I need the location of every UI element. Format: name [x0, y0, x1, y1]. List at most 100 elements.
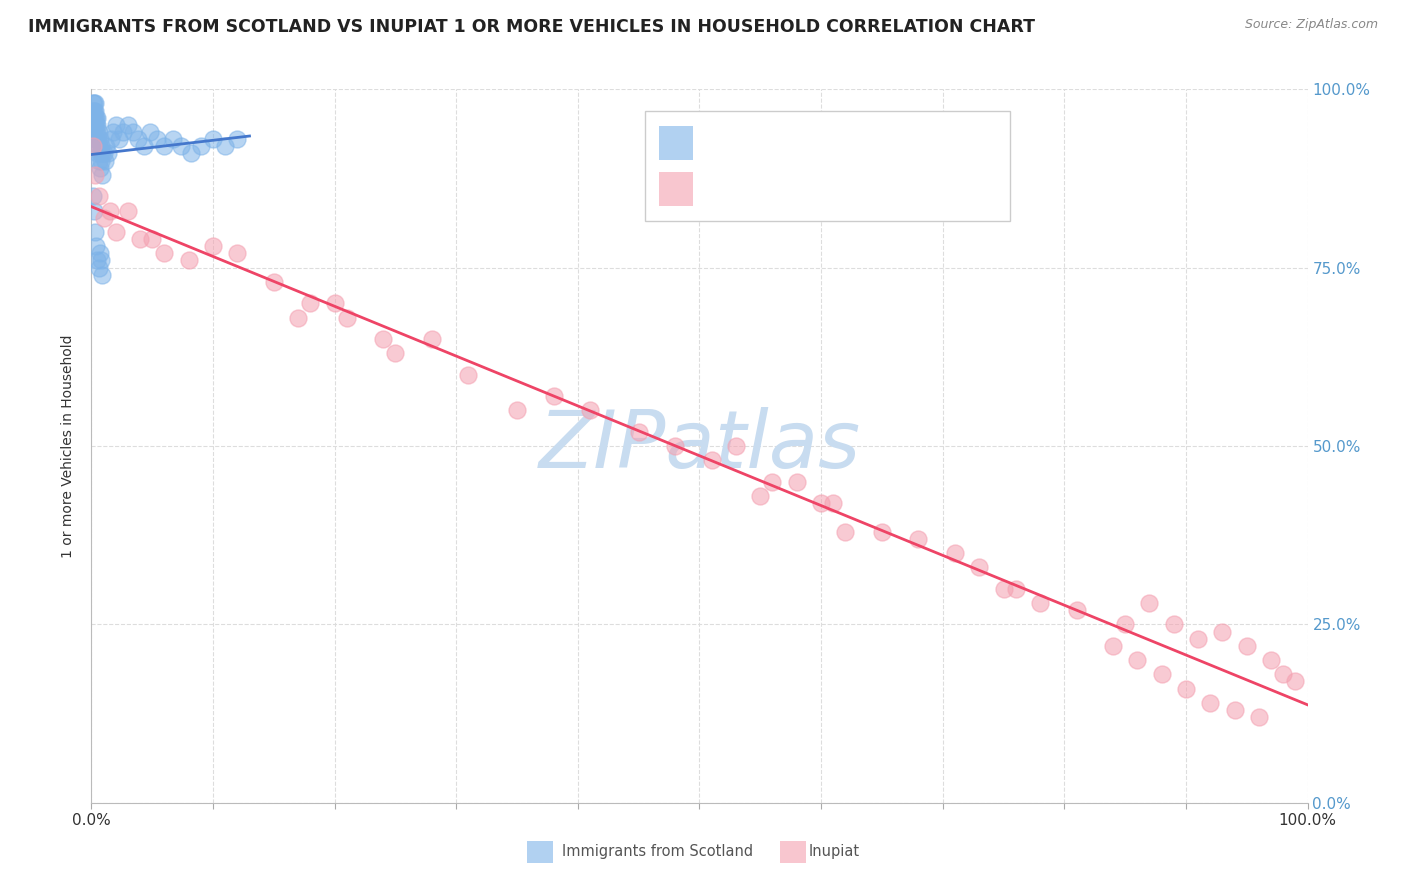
Point: [1284, 674, 1306, 689]
Text: Inupiat: Inupiat: [808, 845, 859, 859]
Point: [91, 168, 114, 182]
Point: [1211, 624, 1233, 639]
Point: [162, 132, 184, 146]
Point: [141, 232, 163, 246]
Point: [153, 246, 176, 260]
Point: [84, 111, 107, 125]
Point: [98, 203, 121, 218]
Point: [1163, 617, 1185, 632]
Point: [1114, 617, 1136, 632]
Point: [100, 132, 122, 146]
Point: [82, 103, 104, 118]
Point: [86, 132, 108, 146]
Point: [84, 225, 107, 239]
Point: [87, 125, 110, 139]
Bar: [659, 172, 693, 206]
Point: [90, 253, 112, 268]
Point: [84, 132, 107, 146]
Point: [104, 118, 127, 132]
Point: [91, 268, 114, 282]
Point: [967, 560, 990, 574]
Point: [420, 332, 443, 346]
Point: [89, 161, 111, 175]
Point: [700, 453, 723, 467]
Point: [299, 296, 322, 310]
Point: [1066, 603, 1088, 617]
Point: [202, 239, 225, 253]
Point: [664, 439, 686, 453]
Point: [943, 546, 966, 560]
Point: [82, 139, 104, 153]
Point: [87, 139, 110, 153]
Point: [373, 332, 395, 346]
Point: [202, 132, 225, 146]
Point: [323, 296, 346, 310]
Y-axis label: 1 or more Vehicles in Household: 1 or more Vehicles in Household: [62, 334, 76, 558]
Point: [1260, 653, 1282, 667]
Point: [90, 139, 112, 153]
Point: [129, 232, 152, 246]
Point: [627, 425, 650, 439]
Point: [89, 246, 111, 260]
Point: [132, 139, 155, 153]
Text: IMMIGRANTS FROM SCOTLAND VS INUPIAT 1 OR MORE VEHICLES IN HOUSEHOLD CORRELATION : IMMIGRANTS FROM SCOTLAND VS INUPIAT 1 OR…: [28, 18, 1035, 36]
Point: [749, 489, 772, 503]
Point: [83, 111, 105, 125]
Point: [786, 475, 808, 489]
Point: [457, 368, 479, 382]
Point: [82, 111, 104, 125]
Point: [82, 96, 104, 111]
Point: [993, 582, 1015, 596]
Point: [86, 146, 108, 161]
Point: [1029, 596, 1052, 610]
Point: [84, 118, 107, 132]
Point: [104, 225, 127, 239]
Point: [146, 132, 169, 146]
Point: [83, 203, 105, 218]
Point: [1223, 703, 1246, 717]
Point: [263, 275, 285, 289]
Point: [834, 524, 856, 539]
Point: [823, 496, 845, 510]
Text: Immigrants from Scotland: Immigrants from Scotland: [562, 845, 754, 859]
Point: [1175, 681, 1198, 696]
Point: [153, 139, 176, 153]
Point: [89, 146, 111, 161]
Point: [226, 246, 249, 260]
Point: [1004, 582, 1026, 596]
Point: [82, 189, 104, 203]
Point: [1199, 696, 1222, 710]
Point: [1236, 639, 1258, 653]
Point: [127, 132, 149, 146]
Point: [94, 153, 117, 168]
FancyBboxPatch shape: [645, 111, 1010, 221]
Point: [83, 118, 105, 132]
Point: [93, 211, 115, 225]
Point: [87, 260, 110, 275]
Point: [94, 139, 117, 153]
Point: [117, 203, 139, 218]
Point: [87, 189, 110, 203]
Point: [1187, 632, 1209, 646]
Point: [139, 125, 162, 139]
Point: [226, 132, 249, 146]
Point: [83, 103, 105, 118]
Point: [86, 253, 108, 268]
Point: [1126, 653, 1149, 667]
Point: [870, 524, 893, 539]
Point: [84, 239, 107, 253]
Point: [543, 389, 565, 403]
Point: [177, 253, 200, 268]
Point: [506, 403, 529, 417]
Point: [84, 118, 107, 132]
Point: [170, 139, 193, 153]
Point: [84, 132, 107, 146]
Point: [117, 118, 139, 132]
Point: [907, 532, 929, 546]
Point: [1139, 596, 1161, 610]
Point: [214, 139, 236, 153]
Text: ZIPatlas: ZIPatlas: [538, 407, 860, 485]
Point: [384, 346, 406, 360]
Point: [84, 111, 107, 125]
Point: [86, 118, 108, 132]
